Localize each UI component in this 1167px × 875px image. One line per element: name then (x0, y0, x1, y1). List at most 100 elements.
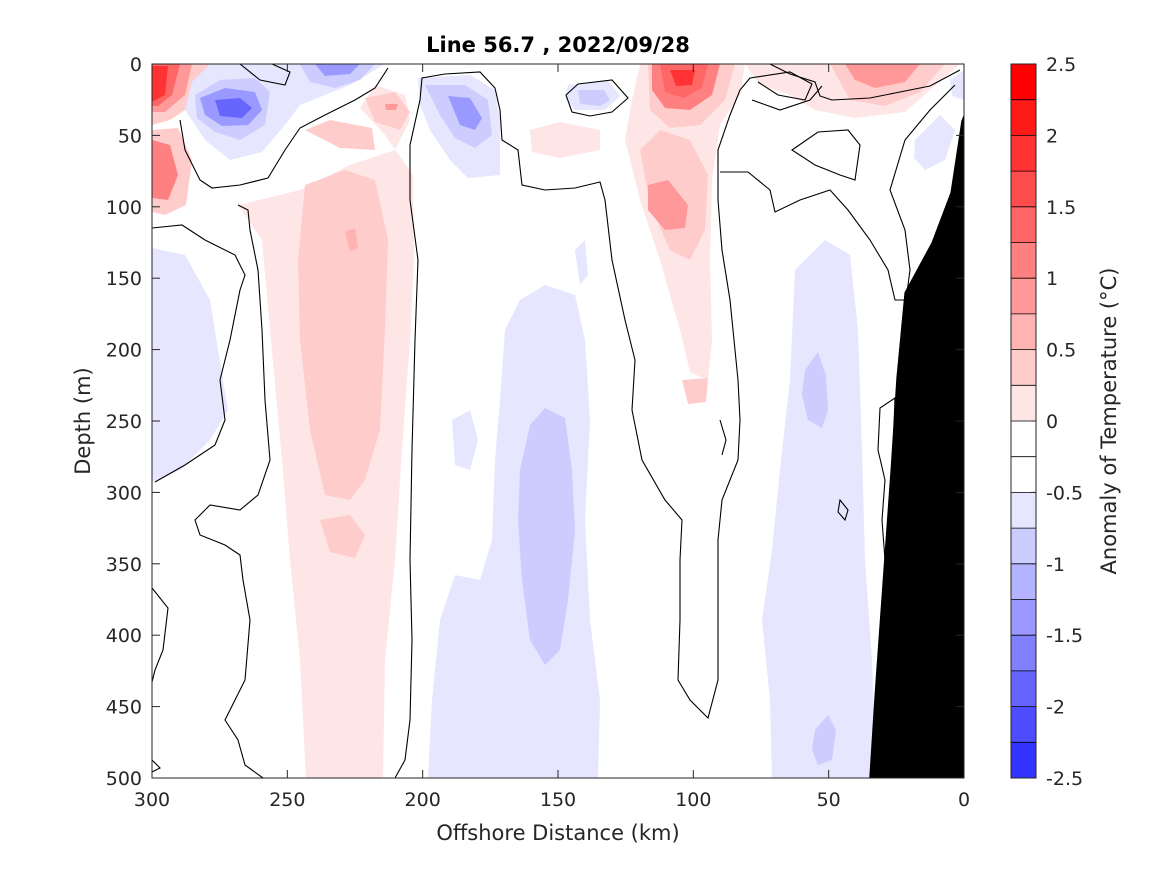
colorbar-swatch (1011, 528, 1036, 565)
colorbar-tick-label: -2 (1046, 697, 1065, 719)
colorbar-swatch (1011, 706, 1036, 743)
y-tick-label: 400 (106, 625, 142, 647)
warm-anomaly-region (682, 378, 708, 404)
zero-contour-line (720, 84, 956, 301)
colorbar-swatch (1011, 99, 1036, 136)
y-tick-label: 500 (106, 768, 142, 790)
zero-contour-line (719, 419, 727, 456)
warm-anomaly-region (670, 70, 695, 86)
warm-anomaly-region (152, 66, 168, 102)
colorbar-tick-label: -1.5 (1046, 625, 1083, 647)
colorbar-swatch (1011, 670, 1036, 708)
zero-contour-line (751, 85, 823, 111)
x-tick-label: 300 (134, 789, 170, 811)
zero-contour-line (565, 79, 629, 117)
y-axis: 0 50 100 150 200 250 300 350 400 450 500 (106, 54, 964, 790)
land-mask (869, 113, 964, 778)
y-tick-label: 250 (106, 411, 142, 433)
zero-contour-lines (152, 64, 961, 778)
cool-anomaly-region (950, 70, 964, 100)
colorbar-swatch (1011, 349, 1036, 386)
colorbar-swatch (1011, 171, 1036, 208)
cool-anomaly-region (152, 248, 228, 482)
zero-contour-line (152, 587, 169, 683)
warm-anomaly-region (385, 104, 398, 110)
warm-anomaly-region (152, 140, 178, 200)
y-tick-label: 200 (106, 340, 142, 362)
warm-anomaly-region (305, 120, 375, 150)
colorbar-swatch (1011, 742, 1036, 779)
warm-anomaly-region (365, 92, 410, 130)
y-tick-label: 0 (130, 54, 142, 76)
colorbar-swatch (1011, 135, 1036, 172)
x-tick-label: 150 (540, 789, 576, 811)
colorbar-tick-label: 1.5 (1046, 197, 1076, 219)
y-tick-label: 50 (118, 125, 142, 147)
colorbar-tick-label: 2.5 (1046, 54, 1076, 76)
x-axis: 300 250 200 150 100 50 0 (134, 64, 970, 811)
plot-area (152, 64, 964, 778)
colorbar-tick-label: 2 (1046, 125, 1058, 147)
x-tick-label: 250 (269, 789, 305, 811)
cool-anomaly-region (518, 408, 575, 665)
x-axis-label: Offshore Distance (km) (436, 821, 679, 845)
cool-anomaly-region (215, 98, 252, 118)
y-tick-label: 300 (106, 482, 142, 504)
zero-contour-line (194, 204, 271, 778)
chart-title: Line 56.7 , 2022/09/28 (426, 33, 690, 57)
colorbar-swatch (1011, 242, 1036, 279)
colorbar-swatch (1011, 456, 1036, 493)
colorbar-swatch (1011, 599, 1036, 636)
warm-anomaly-region (298, 170, 388, 500)
colorbar-swatch (1011, 635, 1036, 672)
colorbar-tick-label: 0.5 (1046, 340, 1076, 362)
y-tick-label: 350 (106, 554, 142, 576)
zero-contour-line (394, 71, 813, 778)
cool-anomaly-region (448, 96, 482, 130)
cool-anomaly-region (802, 352, 828, 428)
cool-anomaly-region (812, 715, 836, 765)
colorbar: 2.5 2 1.5 1 0.5 0 -0.5 -1 -1.5 -2 -2.5 (1010, 54, 1083, 790)
colorbar-swatch (1011, 64, 1036, 101)
x-tick-label: 200 (405, 789, 441, 811)
x-tick-label: 50 (817, 789, 841, 811)
colorbar-tick-label: -2.5 (1046, 768, 1083, 790)
warm-anomaly-region (530, 122, 600, 158)
cool-anomaly-region (300, 64, 375, 88)
y-tick-label: 150 (106, 268, 142, 290)
zero-contour-line (152, 759, 161, 773)
colorbar-tick-label: -0.5 (1046, 482, 1083, 504)
zero-contour-line (791, 129, 861, 181)
cool-anomaly-region (762, 240, 876, 778)
colorbar-swatch (1011, 492, 1036, 529)
x-tick-label: 100 (675, 789, 711, 811)
warm-anomaly-region (345, 228, 358, 252)
colorbar-tick-label: 0 (1046, 411, 1058, 433)
cool-anomaly-region (315, 64, 360, 76)
warm-anomaly-region (320, 515, 365, 558)
colorbar-label: Anomaly of Temperature (°C) (1097, 268, 1121, 575)
zero-contour-line (239, 64, 291, 86)
colorbar-swatch (1011, 313, 1036, 351)
zero-contour-line (837, 498, 849, 522)
colorbar-swatch (1011, 421, 1036, 458)
zero-contour-line (152, 224, 246, 483)
x-tick-label: 0 (958, 789, 970, 811)
colorbar-swatch (1011, 563, 1036, 600)
colorbar-swatch (1011, 385, 1036, 422)
colorbar-tick-label: 1 (1046, 268, 1058, 290)
zero-contour-line (769, 64, 961, 101)
y-tick-label: 100 (106, 197, 142, 219)
cool-anomaly-region (578, 90, 610, 106)
warm-anomaly-region (845, 64, 920, 88)
colorbar-tick-label: -1 (1046, 554, 1065, 576)
y-axis-label: Depth (m) (71, 367, 95, 474)
cool-anomaly-region (575, 240, 588, 285)
y-tick-label: 450 (106, 697, 142, 719)
cool-anomaly-region (914, 115, 955, 170)
zero-contour-line (179, 67, 389, 189)
warm-anomaly-region (648, 180, 688, 230)
anomaly-field-layer (152, 64, 964, 778)
cool-anomaly-region (428, 285, 600, 778)
